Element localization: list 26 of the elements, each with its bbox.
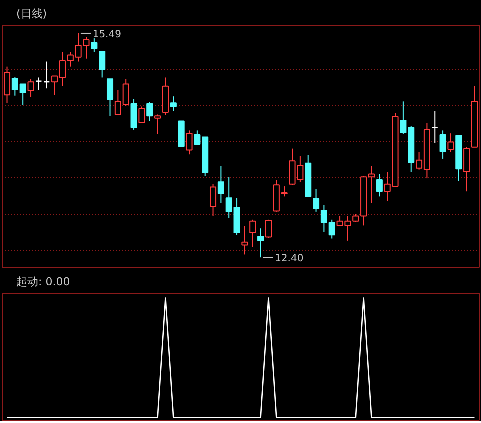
candlestick <box>313 188 320 212</box>
candlestick <box>448 133 454 153</box>
candlestick <box>146 102 154 122</box>
candlestick <box>28 78 34 98</box>
candlestick <box>464 146 470 192</box>
candlestick <box>376 174 383 198</box>
candlestick <box>210 184 217 217</box>
chart-title: 起动: 0.00 <box>16 276 70 288</box>
candlestick <box>130 98 138 130</box>
candlestick <box>250 219 256 248</box>
candlestick <box>91 38 98 53</box>
candlestick <box>186 130 193 156</box>
candlestick <box>432 110 438 144</box>
candlestick <box>170 96 177 112</box>
annotation: 15.49 <box>92 29 122 40</box>
candlestick <box>440 130 446 160</box>
candlestick <box>242 226 248 256</box>
candlestick <box>99 51 106 78</box>
candlestick <box>138 106 146 124</box>
candlestick <box>258 228 264 258</box>
chart-title: (日线) <box>16 8 48 20</box>
candlestick <box>218 166 224 204</box>
candlestick <box>4 66 11 104</box>
candlestick <box>154 114 162 135</box>
annotation: 12.40 <box>275 254 304 265</box>
candlestick <box>106 78 114 117</box>
